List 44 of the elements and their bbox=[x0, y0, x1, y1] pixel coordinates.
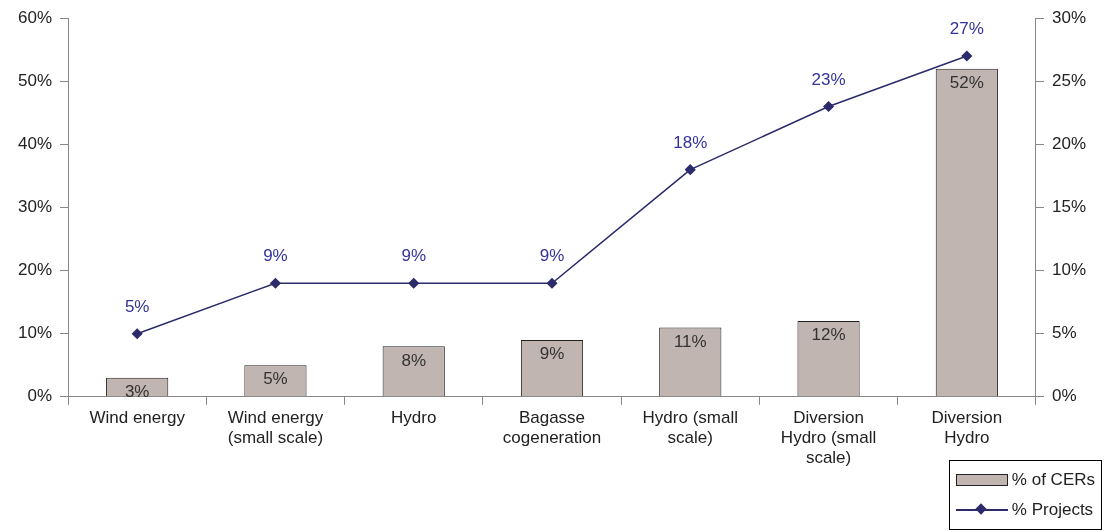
x-tick-label: Hydro bbox=[391, 407, 437, 427]
data-label: 8% bbox=[401, 350, 427, 370]
y-tick-label: 0% bbox=[27, 386, 53, 406]
legend-label: % Projects bbox=[1011, 500, 1094, 520]
data-label: 9% bbox=[539, 246, 565, 266]
y2-tick-label: 5% bbox=[1051, 323, 1077, 343]
y2-tick-label: 10% bbox=[1051, 260, 1087, 280]
legend-label: % of CERs bbox=[1011, 470, 1095, 490]
y-tick-label: 10% bbox=[17, 323, 53, 343]
x-tick-label: Wind energy bbox=[89, 407, 186, 427]
y-tick-label: 50% bbox=[17, 70, 53, 90]
x-tick-label: Diversion Hydro (small scale) bbox=[780, 407, 877, 468]
x-tick-label: Wind energy (small scale) bbox=[227, 407, 324, 448]
data-label: 5% bbox=[124, 296, 150, 316]
data-label: 9% bbox=[401, 246, 427, 266]
point bbox=[408, 277, 419, 289]
data-label: 12% bbox=[811, 325, 846, 345]
data-label: 27% bbox=[949, 19, 984, 39]
data-label: 18% bbox=[673, 132, 708, 152]
point bbox=[270, 277, 281, 289]
x-tick-label: Bagasse cogeneration bbox=[502, 407, 602, 448]
y2-tick-label: 0% bbox=[1051, 386, 1077, 406]
y-tick-label: 30% bbox=[17, 197, 53, 217]
y2-tick-label: 20% bbox=[1051, 134, 1087, 154]
data-label: 3% bbox=[124, 382, 150, 402]
x-tick-label: Diversion Hydro bbox=[931, 407, 1003, 448]
y-tick-label: 20% bbox=[17, 260, 53, 280]
y2-tick-label: 25% bbox=[1051, 70, 1087, 90]
y2-tick-label: 15% bbox=[1051, 197, 1087, 217]
data-label: 5% bbox=[263, 369, 288, 389]
data-label: 52% bbox=[949, 72, 984, 92]
point bbox=[685, 164, 696, 175]
data-label: 11% bbox=[673, 331, 707, 351]
point bbox=[961, 50, 973, 62]
data-label: 9% bbox=[539, 344, 565, 364]
data-label: 23% bbox=[811, 69, 846, 89]
y-tick-label: 60% bbox=[17, 7, 53, 27]
x-tick-label: Hydro (small scale) bbox=[642, 407, 738, 448]
y2-tick-label: 30% bbox=[1051, 7, 1087, 27]
point bbox=[546, 277, 558, 289]
y-tick-label: 40% bbox=[17, 134, 53, 154]
point bbox=[823, 101, 834, 112]
point bbox=[131, 328, 143, 339]
data-label: 9% bbox=[263, 246, 288, 266]
